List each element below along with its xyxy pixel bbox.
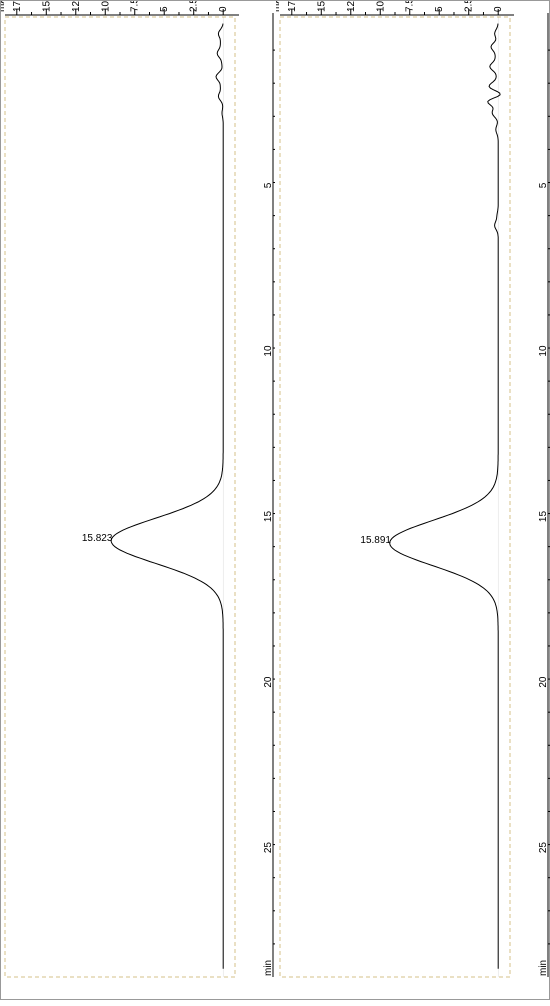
chromatogram-svg-left: mAU 0 2.5 5 7.5 10 12.5 15 17.5 min 5 10 15 20 25 15.82… [1,1,275,1001]
y-tick-label: 2.5 [189,1,200,12]
y-axis-label: mAU [1,1,7,12]
plot-border [280,17,510,977]
x-tick-label: 5 [538,182,549,188]
x-tick-label: 20 [263,676,274,688]
x-tick-label: 15 [263,511,274,523]
x-axis-label: min [538,960,549,976]
y-tick-label: 0 [493,6,504,12]
y-tick-label: 17.5 [287,1,298,12]
y-tick-label: 15 [316,1,327,12]
y-tick-label: 0 [218,6,229,12]
x-axis-label: min [263,960,274,976]
peak-label: 15.823 [82,533,113,544]
x-tick-label: 10 [263,345,274,357]
x-tick-label: 10 [538,345,549,357]
y-axis-label: mAU [276,1,282,12]
y-tick-label: 2.5 [464,1,475,12]
x-tick-label: 20 [538,676,549,688]
chromatogram-panel-right: mAU 0 2.5 5 7.5 10 12.5 15 17.5 min 5 10 15 20 25 15.89… [276,1,550,1001]
plot-border [5,17,235,977]
page: mAU 0 2.5 5 7.5 10 12.5 15 17.5 min 5 10 15 20 25 15.82… [0,0,550,1000]
chromatogram-panel-left: mAU 0 2.5 5 7.5 10 12.5 15 17.5 min 5 10 15 20 25 15.82… [1,1,275,1001]
peak-label: 15.891 [360,535,391,546]
y-tick-label: 10 [100,1,111,12]
y-tick-label: 15 [41,1,52,12]
chromatogram-trace [111,24,223,969]
y-tick-label: 5 [159,6,170,12]
x-tick-label: 25 [538,842,549,854]
x-tick-label: 25 [263,842,274,854]
y-tick-label: 7.5 [130,1,141,12]
chromatogram-svg-right: mAU 0 2.5 5 7.5 10 12.5 15 17.5 min 5 10 15 20 25 15.89… [276,1,550,1001]
y-tick-label: 10 [375,1,386,12]
x-tick-label: 15 [538,511,549,523]
y-tick-label: 12.5 [71,1,82,12]
y-tick-label: 17.5 [12,1,23,12]
x-tick-label: 5 [263,182,274,188]
chromatogram-trace [390,24,500,969]
y-tick-label: 12.5 [346,1,357,12]
y-tick-label: 7.5 [405,1,416,12]
y-tick-label: 5 [434,6,445,12]
